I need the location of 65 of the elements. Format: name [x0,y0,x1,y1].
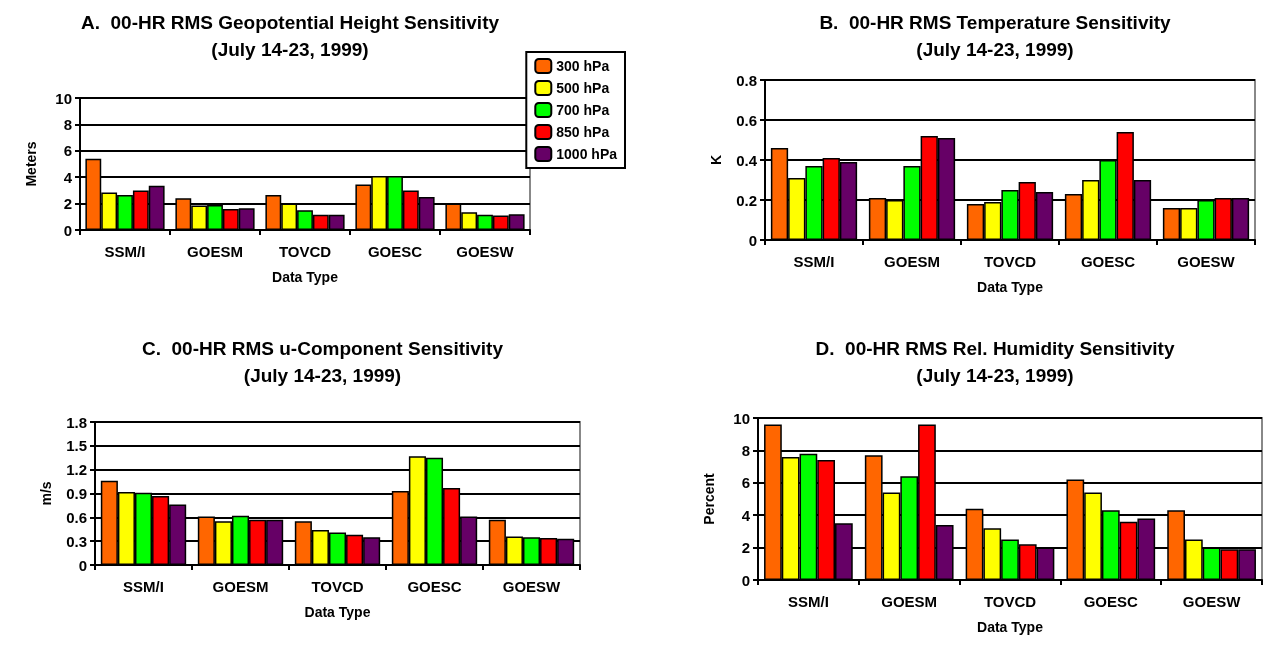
y-tick-label: 1.8 [66,413,87,431]
chart-title: D. 00-HR RMS Rel. Humidity Sensitivity [815,338,1175,359]
y-tick-label: 8 [741,441,750,459]
x-tick-label: GOESM [884,253,940,270]
y-tick-label: 0.3 [66,532,87,550]
y-tick-label: 10 [55,89,72,107]
y-axis-title: Meters [23,141,39,187]
y-tick-label: 0.2 [736,191,757,209]
x-tick-label: SSM/I [787,593,829,610]
y-tick-label: 0 [78,556,87,574]
x-axis-title: Data Type [977,279,1044,295]
x-tick-label: GOESC [407,578,462,595]
y-tick-label: 0.8 [736,71,757,89]
y-axis-title: K [708,154,724,166]
x-tick-label: GOESM [881,593,938,610]
y-tick-label: 6 [741,474,750,492]
x-tick-label: GOESW [456,243,515,260]
x-tick-label: GOESW [1182,593,1242,610]
x-tick-label: GOESC [1083,593,1139,610]
chart-subtitle: (July 14-23, 1999) [211,39,369,60]
chart-title: A. 00-HR RMS Geopotential Height Sensitivity [80,12,500,33]
y-tick-label: 4 [741,506,751,524]
y-tick-label: 1.5 [66,437,87,455]
y-tick-label: 0 [741,571,750,589]
y-tick-label: 6 [63,142,72,160]
y-tick-label: 10 [733,409,750,427]
x-tick-label: TOVCD [983,593,1037,610]
chart-subtitle: (July 14-23, 1999) [243,365,402,386]
y-tick-label: 0.6 [736,111,757,129]
y-tick-label: 8 [63,115,72,133]
chart-subtitle: (July 14-23, 1999) [916,39,1074,60]
x-tick-label: TOVCD [311,578,364,595]
y-tick-label: 2 [741,539,750,557]
chart-title: B. 00-HR RMS Temperature Sensitivity [819,12,1172,33]
legend-label: 1000 hPa [556,146,618,162]
x-axis-title: Data Type [977,619,1044,635]
legend-label: 300 hPa [556,58,610,74]
x-tick-label: TOVCD [278,243,332,260]
chart-title: C. 00-HR RMS u-Component Sensitivity [141,338,504,359]
x-tick-label: SSM/I [104,243,146,260]
y-tick-label: 0.9 [66,485,87,502]
x-tick-label: GOESW [502,578,562,595]
y-tick-label: 4 [63,168,73,186]
y-axis-title: m/s [38,481,54,506]
y-axis-title: Percent [701,472,717,525]
x-axis-title: Data Type [304,604,371,620]
legend-label: 850 hPa [556,124,610,140]
y-tick-label: 0.4 [736,151,758,169]
x-tick-label: GOESM [212,578,269,595]
x-axis-title: Data Type [272,269,339,285]
x-tick-label: GOESW [1177,253,1236,270]
x-tick-label: GOESC [1080,253,1136,270]
x-tick-label: SSM/I [793,253,835,270]
y-tick-label: 2 [63,195,72,213]
x-tick-label: GOESM [187,243,243,260]
legend-label: 500 hPa [556,80,610,96]
y-tick-label: 0 [748,231,757,249]
y-tick-label: 0.6 [66,508,87,526]
chart-subtitle: (July 14-23, 1999) [916,365,1074,386]
x-tick-label: TOVCD [983,253,1037,270]
legend-label: 700 hPa [556,102,610,118]
x-tick-label: GOESC [367,243,423,260]
x-tick-label: SSM/I [123,578,164,595]
y-tick-label: 1.2 [66,461,87,479]
y-tick-label: 0 [63,221,72,239]
